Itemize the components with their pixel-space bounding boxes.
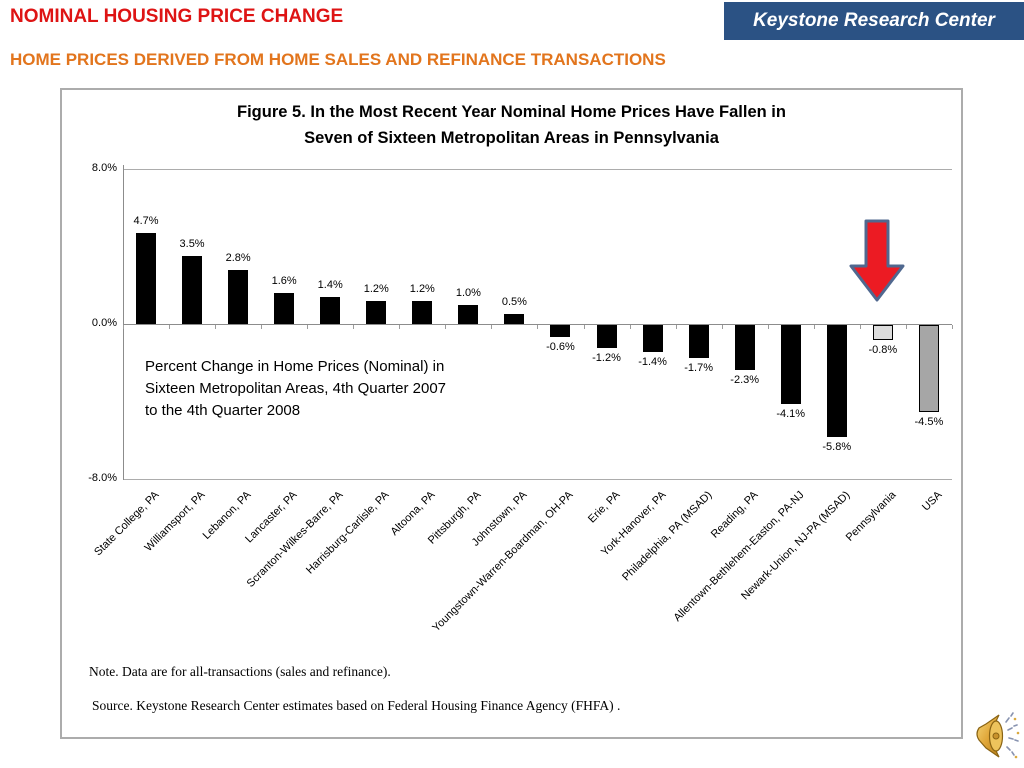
bar-value-label: -0.6% [546, 340, 575, 353]
chart-annotation: Percent Change in Home Prices (Nominal) … [145, 356, 505, 421]
chart-container: Figure 5. In the Most Recent Year Nomina… [60, 88, 963, 739]
category-label-Scranton-Wilkes-Barre, PA: Scranton-Wilkes-Barre, PA [244, 489, 346, 590]
bar-value-label: 1.4% [317, 278, 343, 291]
annotation-line1: Percent Change in Home Prices (Nominal) … [145, 358, 445, 375]
axis-tick [675, 325, 677, 329]
chart-title-line2: Seven of Sixteen Metropolitan Areas in P… [304, 128, 719, 147]
axis-tick [491, 325, 493, 329]
bar-value-label: -0.8% [868, 344, 898, 357]
bar-Reading, PA [734, 325, 755, 370]
speaker-icon[interactable] [972, 710, 1020, 762]
axis-tick [261, 325, 263, 329]
bar-value-label: -1.4% [638, 356, 667, 369]
page-title: NOMINAL HOUSING PRICE CHANGE [10, 6, 344, 27]
y-axis-label--8.0%: -8.0% [88, 471, 117, 484]
bar-value-label: 1.6% [271, 275, 297, 288]
chart-title-line1: Figure 5. In the Most Recent Year Nomina… [237, 103, 786, 121]
bar-value-label: 3.5% [179, 238, 205, 251]
category-label-Newark-Union, NJ-PA (MSAD): Newark-Union, NJ-PA (MSAD) [738, 489, 853, 603]
bar-value-label: 1.2% [363, 282, 389, 295]
bar-State College, PA [136, 233, 157, 324]
bar-value-label: 4.7% [133, 215, 159, 228]
category-label-Allentown-Bethlehem-Easton, PA-NJ: Allentown-Bethlehem-Easton, PA-NJ [671, 489, 807, 625]
axis-tick [767, 325, 769, 329]
page-subtitle: HOME PRICES DERIVED FROM HOME SALES AND … [10, 50, 666, 69]
category-label-Pittsburgh, PA: Pittsburgh, PA [426, 489, 484, 547]
axis-tick [905, 325, 907, 329]
bar-Johnstown, PA [504, 314, 525, 324]
y-axis-line [123, 165, 124, 480]
category-label-Philadelphia, PA (MSAD): Philadelphia, PA (MSAD) [619, 489, 715, 584]
axis-tick [353, 325, 355, 329]
bar-value-label: 1.2% [409, 282, 435, 295]
bar-Lancaster, PA [274, 293, 295, 324]
axis-tick [399, 325, 401, 329]
bar-Philadelphia, PA (MSAD) [688, 325, 709, 358]
bar-Scranton-Wilkes-Barre, PA [320, 296, 341, 324]
bar-Altoona, PA [412, 300, 433, 324]
chart-title: Figure 5. In the Most Recent Year Nomina… [62, 100, 961, 151]
axis-tick [859, 325, 861, 329]
axis-tick [215, 325, 217, 329]
bar-value-label: 2.8% [225, 251, 251, 264]
category-label-State College, PA: State College, PA [92, 489, 162, 559]
axis-tick [537, 325, 539, 329]
category-label-USA: USA [919, 489, 945, 514]
bar-Erie, PA [596, 325, 617, 349]
axis-tick [169, 325, 171, 329]
category-label-York-Hanover, PA: York-Hanover, PA [598, 489, 669, 559]
axis-tick [583, 325, 585, 329]
note-text: Note. Data are for all-transactions (sal… [89, 664, 391, 679]
red-down-arrow-icon [849, 219, 905, 302]
bar-USA [918, 325, 939, 413]
axis-tick [721, 325, 723, 329]
brand-label: Keystone Research Center [753, 10, 995, 31]
bar-Lebanon, PA [228, 269, 249, 324]
axis-tick [951, 325, 953, 329]
bar-value-label: -4.5% [914, 416, 944, 429]
bar-value-label: -1.2% [592, 352, 621, 365]
bar-Williamsport, PA [182, 256, 203, 324]
category-label-Lancaster, PA: Lancaster, PA [243, 489, 300, 546]
axis-tick [307, 325, 309, 329]
bar-value-label: -4.1% [776, 408, 806, 421]
category-label-Youngstown-Warren-Boardman, OH-PA: Youngstown-Warren-Boardman, OH-PA [430, 489, 576, 635]
bar-value-label: -2.3% [730, 373, 760, 386]
bar-York-Hanover, PA [642, 325, 663, 353]
category-label-Johnstown, PA: Johnstown, PA [470, 489, 530, 549]
bar-value-label: -5.8% [822, 441, 852, 454]
brand-banner: Keystone Research Center [724, 2, 1024, 40]
category-label-Erie, PA: Erie, PA [585, 489, 623, 526]
gridline-8.0% [123, 169, 952, 171]
axis-tick [813, 325, 815, 329]
bar-Pennsylvania [872, 325, 893, 341]
gridline--8.0% [123, 478, 952, 480]
category-label-Pennsylvania: Pennsylvania [843, 489, 899, 544]
y-axis-label-0.0%: 0.0% [91, 317, 117, 329]
bar-Youngstown-Warren-Boardman, OH-PA [550, 325, 571, 337]
bar-Pittsburgh, PA [458, 304, 479, 324]
annotation-line2: Sixteen Metropolitan Areas, 4th Quarter … [145, 379, 447, 397]
category-label-Harrisburg-Carlisle, PA: Harrisburg-Carlisle, PA [304, 489, 392, 577]
axis-tick [445, 325, 447, 329]
bar-value-label: 1.0% [455, 286, 481, 299]
y-axis-label-8.0%: 8.0% [91, 162, 117, 175]
bar-Harrisburg-Carlisle, PA [366, 300, 387, 324]
bar-Allentown-Bethlehem-Easton, PA-NJ [780, 325, 801, 405]
category-label-Lebanon, PA: Lebanon, PA [200, 489, 254, 542]
bar-value-label: -1.7% [684, 361, 713, 374]
category-label-Reading, PA: Reading, PA [708, 489, 761, 541]
bar-Newark-Union, NJ-PA (MSAD) [826, 325, 847, 438]
bar-value-label: 0.5% [501, 296, 527, 309]
source-text: Source. Keystone Research Center estimat… [92, 698, 621, 713]
axis-tick [629, 325, 631, 329]
axis-tick [123, 325, 124, 329]
annotation-line3: to the 4th Quarter 2008 [145, 401, 301, 419]
zero-axis-line [123, 324, 952, 325]
category-label-Williamsport, PA: Williamsport, PA [142, 489, 208, 554]
category-label-Altoona, PA: Altoona, PA [388, 489, 438, 538]
